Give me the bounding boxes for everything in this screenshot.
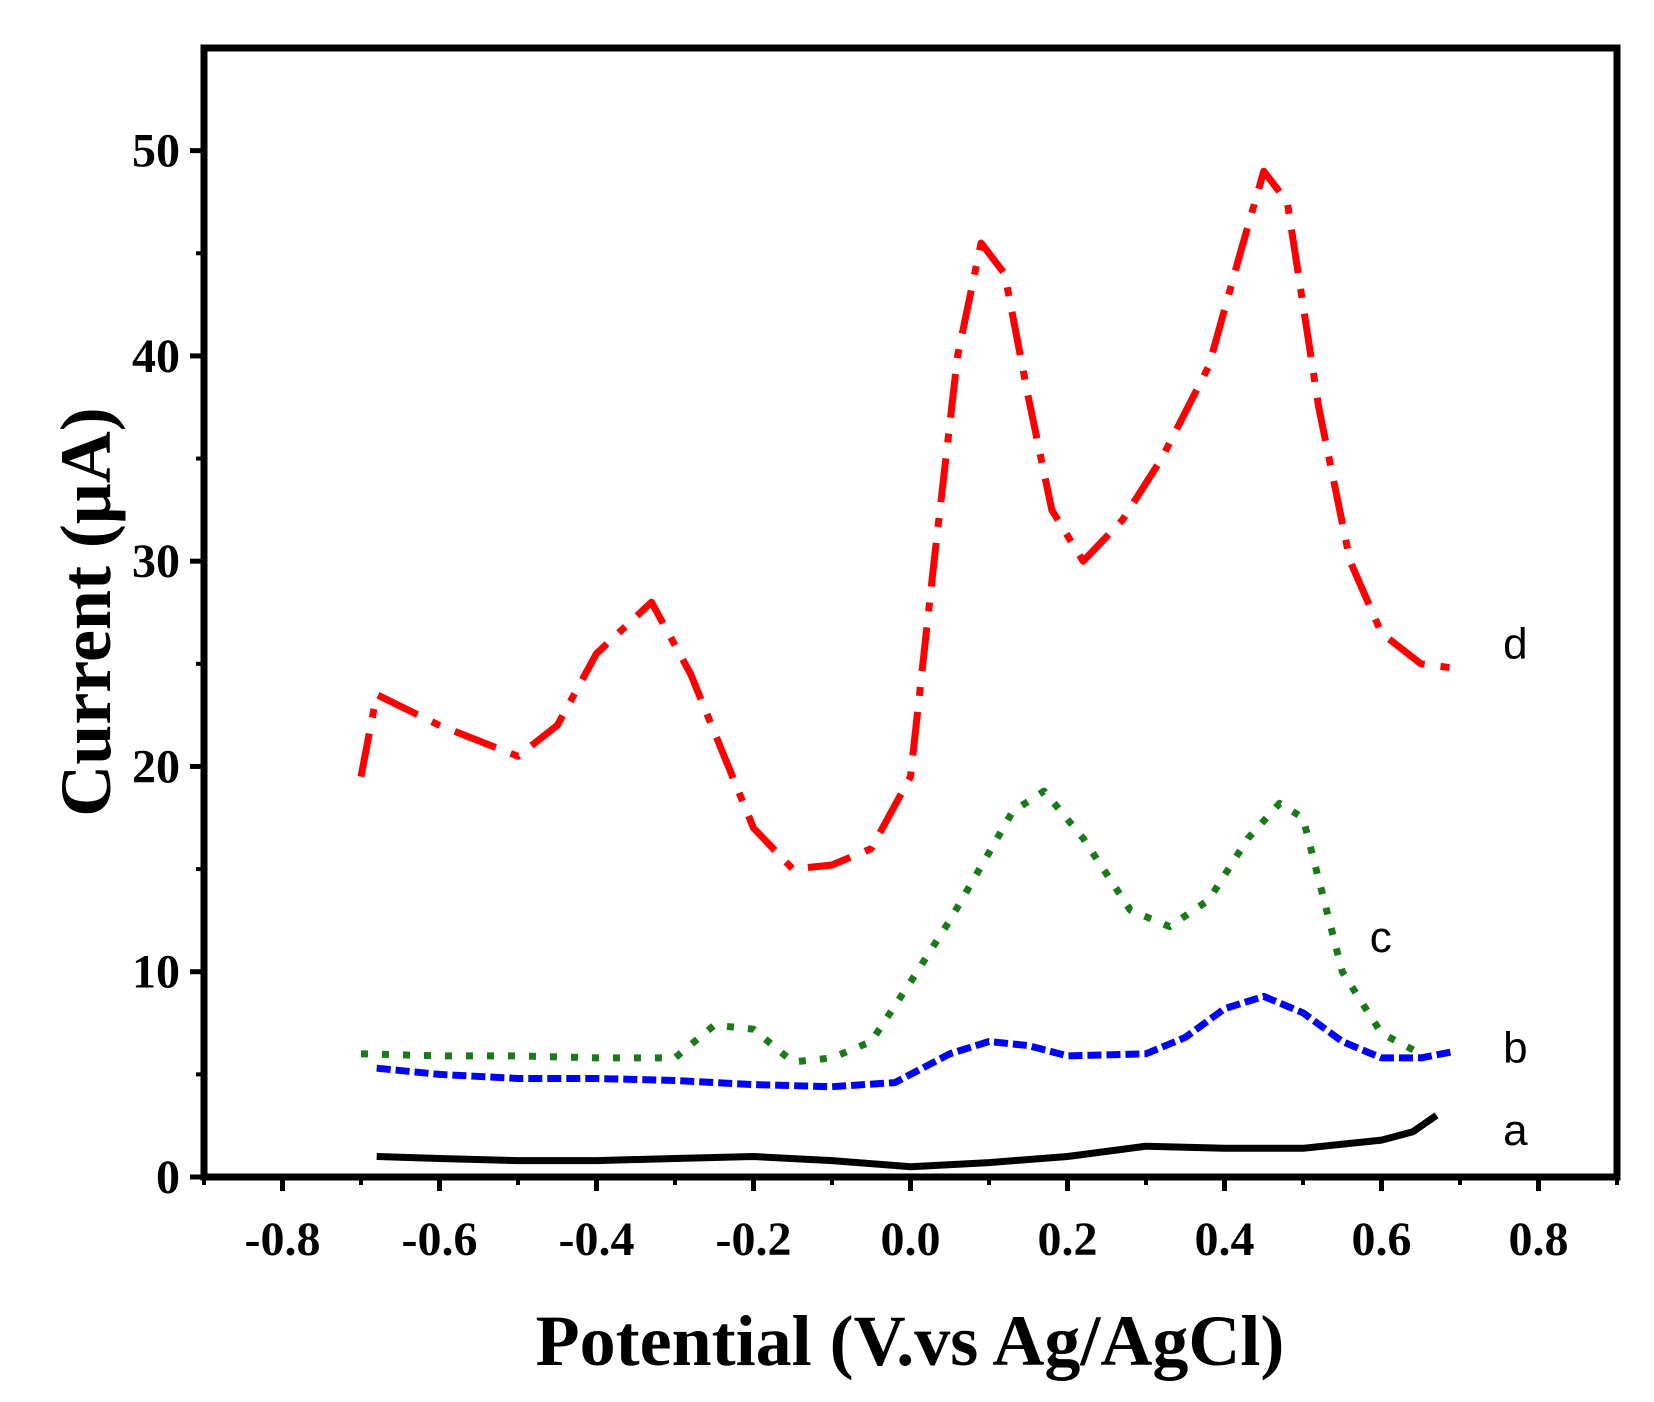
y-tick-label: 50: [132, 125, 180, 178]
x-tick-label: -0.2: [716, 1213, 792, 1266]
y-tick-label: 20: [132, 740, 180, 793]
series-label-d: d: [1503, 619, 1527, 668]
series-label-a: a: [1503, 1106, 1528, 1155]
x-axis-title: Potential (V.vs Ag/AgCl): [536, 1301, 1285, 1381]
x-tick-label: -0.8: [245, 1213, 321, 1266]
plot-frame: [200, 44, 1621, 1181]
y-axis-title: Current (μA): [46, 407, 126, 816]
series-line-c: [360, 787, 1423, 1066]
x-tick-label: 0.2: [1038, 1213, 1098, 1266]
y-tick-label: 10: [132, 946, 180, 999]
y-tick-label: 30: [132, 535, 180, 588]
y-tick-label: 40: [132, 330, 180, 383]
x-tick-label: 0.8: [1509, 1213, 1569, 1266]
x-tick-label: 0.0: [881, 1213, 941, 1266]
series-label-c: c: [1370, 913, 1392, 962]
series-lines: [357, 167, 1453, 1171]
series-label-b: b: [1503, 1024, 1527, 1073]
series-line-a: [376, 1112, 1439, 1171]
y-tick-label: 0: [156, 1151, 180, 1204]
x-ticks: -0.8 -0.6 -0.4 -0.2 0.0 0.2 0.4 0.6 0.8: [202, 1177, 1619, 1266]
x-tick-label: 0.6: [1352, 1213, 1412, 1266]
x-tick-label: -0.4: [559, 1213, 635, 1266]
x-tick-label: 0.4: [1195, 1213, 1255, 1266]
series-line-d: [357, 167, 1453, 873]
series-labels: ab c d: [1370, 619, 1528, 1154]
series-line-b: [376, 992, 1453, 1091]
x-tick-label: -0.6: [402, 1213, 478, 1266]
y-ticks: 0 10 20 30 40 50: [132, 125, 204, 1204]
